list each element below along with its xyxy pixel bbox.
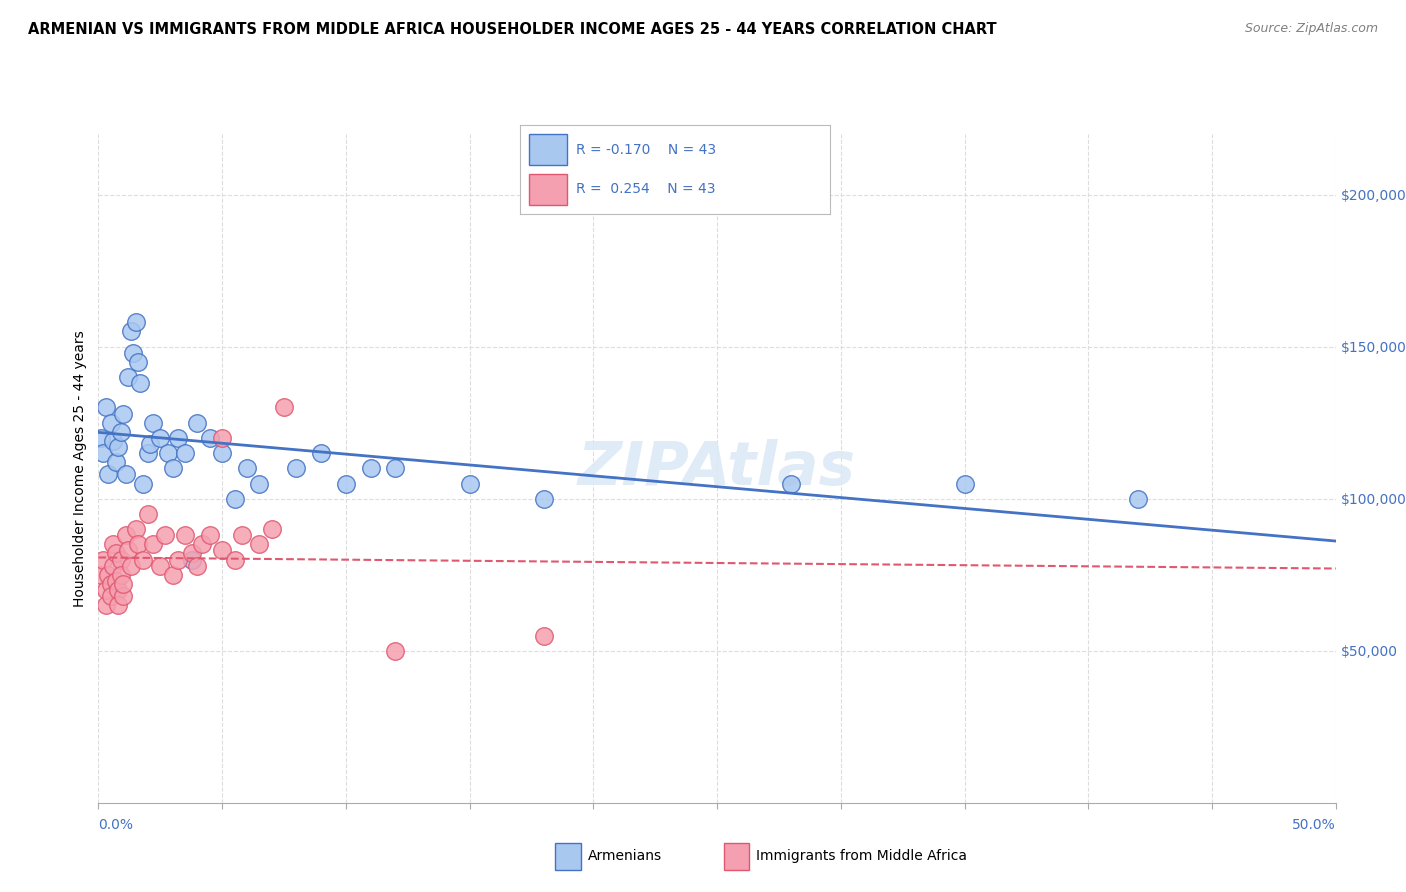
Point: [90, 567, 112, 582]
Bar: [530, 134, 567, 165]
Point: [186, 416, 208, 430]
Point: [384, 644, 406, 658]
Point: [211, 543, 233, 558]
Point: [174, 446, 197, 460]
Point: [136, 446, 159, 460]
Point: [174, 528, 197, 542]
Point: [231, 528, 253, 542]
Point: [127, 355, 149, 369]
Point: [247, 476, 270, 491]
Point: [198, 528, 221, 542]
Point: [236, 461, 259, 475]
Point: [142, 416, 165, 430]
Point: [181, 552, 204, 566]
Point: [132, 476, 155, 491]
Point: [103, 558, 125, 573]
Point: [112, 589, 135, 603]
Point: [93, 446, 115, 460]
Point: [117, 543, 139, 558]
Point: [142, 537, 165, 551]
Point: [107, 440, 129, 454]
Point: [149, 558, 172, 573]
Point: [191, 537, 214, 551]
Point: [120, 325, 142, 339]
Point: [139, 437, 162, 451]
Point: [211, 431, 233, 445]
Text: R =  0.254    N = 43: R = 0.254 N = 43: [576, 182, 716, 196]
Text: Source: ZipAtlas.com: Source: ZipAtlas.com: [1244, 22, 1378, 36]
Point: [97, 467, 120, 482]
Point: [117, 370, 139, 384]
Point: [136, 507, 159, 521]
Point: [90, 431, 112, 445]
Point: [110, 425, 132, 439]
Point: [198, 431, 221, 445]
Point: [780, 476, 803, 491]
Text: ARMENIAN VS IMMIGRANTS FROM MIDDLE AFRICA HOUSEHOLDER INCOME AGES 25 - 44 YEARS : ARMENIAN VS IMMIGRANTS FROM MIDDLE AFRIC…: [28, 22, 997, 37]
Point: [103, 434, 125, 448]
Point: [384, 461, 406, 475]
Point: [156, 446, 179, 460]
Point: [104, 574, 127, 588]
Point: [273, 401, 295, 415]
Point: [162, 567, 184, 582]
Point: [186, 558, 208, 573]
Point: [124, 315, 146, 329]
Point: [127, 537, 149, 551]
Y-axis label: Householder Income Ages 25 - 44 years: Householder Income Ages 25 - 44 years: [73, 330, 87, 607]
Point: [260, 522, 283, 536]
Point: [533, 491, 555, 506]
Point: [124, 522, 146, 536]
Point: [94, 401, 117, 415]
Point: [155, 528, 177, 542]
Point: [149, 431, 172, 445]
Point: [112, 407, 135, 421]
Text: Immigrants from Middle Africa: Immigrants from Middle Africa: [756, 849, 967, 863]
Point: [309, 446, 332, 460]
Point: [93, 552, 115, 566]
Point: [335, 476, 357, 491]
Text: 50.0%: 50.0%: [1292, 818, 1336, 832]
Text: Armenians: Armenians: [588, 849, 662, 863]
Point: [94, 598, 117, 612]
Text: 0.0%: 0.0%: [98, 818, 134, 832]
Point: [247, 537, 270, 551]
Point: [166, 552, 188, 566]
Point: [1126, 491, 1149, 506]
Point: [458, 476, 481, 491]
Point: [97, 567, 120, 582]
Text: ZIPAtlas: ZIPAtlas: [578, 439, 856, 498]
Point: [110, 567, 132, 582]
Point: [166, 431, 188, 445]
Point: [533, 628, 555, 642]
Point: [107, 598, 129, 612]
Point: [224, 552, 246, 566]
Point: [360, 461, 382, 475]
Bar: [530, 174, 567, 205]
Point: [953, 476, 976, 491]
Point: [104, 546, 127, 560]
Point: [100, 577, 122, 591]
Point: [104, 455, 127, 469]
Point: [129, 376, 152, 391]
Point: [224, 491, 246, 506]
Point: [122, 345, 145, 359]
Point: [285, 461, 308, 475]
Point: [114, 528, 136, 542]
Point: [162, 461, 184, 475]
Point: [103, 537, 125, 551]
Point: [110, 552, 132, 566]
Point: [181, 546, 204, 560]
Point: [114, 467, 136, 482]
Point: [107, 582, 129, 597]
Point: [211, 446, 233, 460]
Point: [112, 577, 135, 591]
Text: R = -0.170    N = 43: R = -0.170 N = 43: [576, 143, 716, 157]
Point: [94, 582, 117, 597]
Point: [100, 589, 122, 603]
Point: [120, 558, 142, 573]
Point: [100, 416, 122, 430]
Point: [132, 552, 155, 566]
